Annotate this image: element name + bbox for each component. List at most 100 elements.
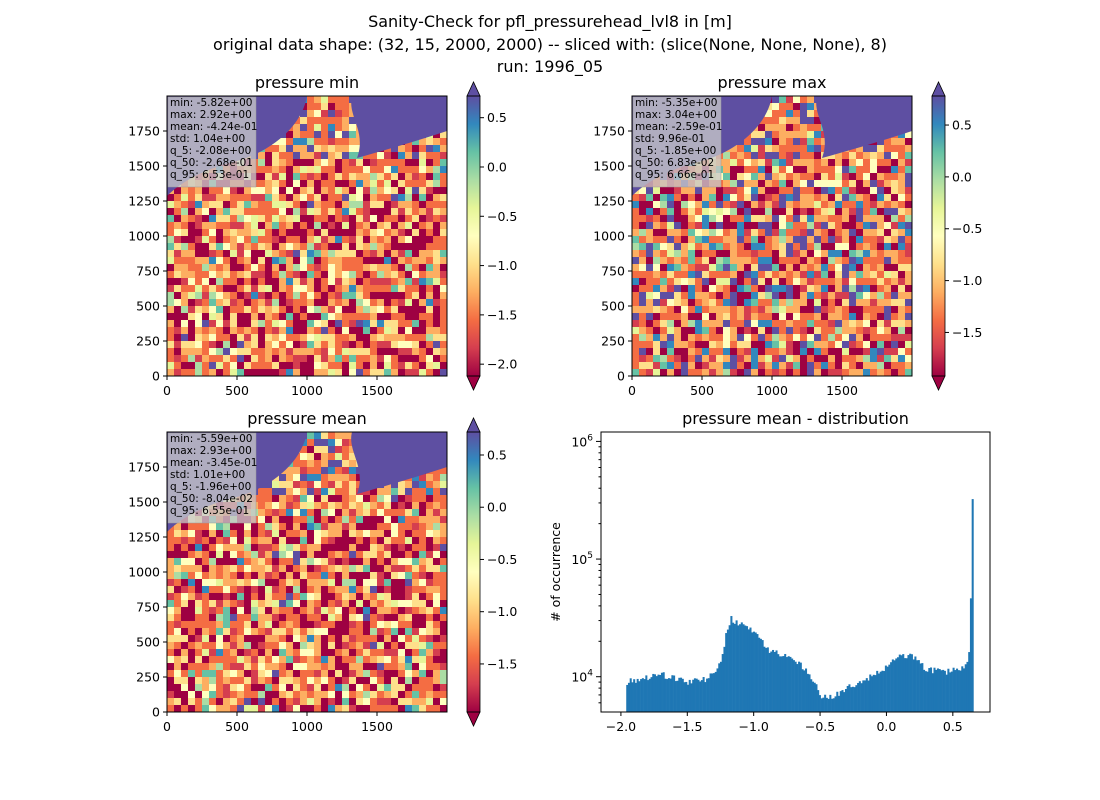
heatmap-cell — [786, 278, 793, 285]
heatmap-cell — [377, 292, 384, 299]
heatmap-cell — [321, 257, 328, 264]
heatmap-cell — [814, 250, 821, 257]
heatmap-cell — [884, 292, 891, 299]
heatmap-cell — [758, 250, 765, 257]
heatmap-cell — [723, 320, 730, 327]
heatmap-cell — [702, 271, 709, 278]
heatmap-cell — [800, 187, 807, 194]
heatmap-cell — [702, 292, 709, 299]
heatmap-cell — [349, 593, 356, 600]
heatmap-cell — [807, 348, 814, 355]
heatmap-cell — [398, 579, 405, 586]
heatmap-cell — [286, 278, 293, 285]
heatmap-cell — [639, 194, 646, 201]
heatmap-cell — [751, 250, 758, 257]
heatmap-cell — [814, 299, 821, 306]
heatmap-cell — [702, 320, 709, 327]
heatmap-cell — [342, 173, 349, 180]
heatmap-cell — [321, 229, 328, 236]
heatmap-cell — [821, 215, 828, 222]
heatmap-cell — [251, 320, 258, 327]
heatmap-cell — [314, 509, 321, 516]
heatmap-cell — [202, 236, 209, 243]
heatmap-cell — [237, 341, 244, 348]
heatmap-cell — [370, 327, 377, 334]
heatmap-cell — [223, 677, 230, 684]
heatmap-cell — [849, 355, 856, 362]
heatmap-cell — [188, 614, 195, 621]
heatmap-cell — [377, 593, 384, 600]
stats-line: std: 1.01e+00 — [170, 469, 245, 481]
heatmap-cell — [744, 299, 751, 306]
heatmap-cell — [377, 257, 384, 264]
heatmap-cell — [419, 635, 426, 642]
heatmap-cell — [863, 194, 870, 201]
heatmap-cell — [223, 558, 230, 565]
heatmap-cell — [307, 348, 314, 355]
heatmap-cell — [398, 306, 405, 313]
histogram-bar — [653, 674, 657, 712]
heatmap-cell — [786, 348, 793, 355]
heatmap-cell — [426, 474, 433, 481]
heatmap-cell — [188, 320, 195, 327]
heatmap-cell — [244, 348, 251, 355]
x-tick-label: 1500 — [826, 383, 858, 398]
heatmap-cell — [412, 656, 419, 663]
heatmap-cell — [216, 544, 223, 551]
heatmap-cell — [167, 677, 174, 684]
heatmap-cell — [300, 320, 307, 327]
heatmap-cell — [412, 663, 419, 670]
heatmap-cell — [216, 565, 223, 572]
heatmap-cell — [412, 138, 419, 145]
x-tick-label: 1500 — [361, 719, 393, 734]
heatmap-cell — [632, 313, 639, 320]
heatmap-cell — [793, 334, 800, 341]
heatmap-cell — [877, 327, 884, 334]
heatmap-cell — [905, 187, 912, 194]
heatmap-cell — [370, 642, 377, 649]
heatmap-cell — [870, 278, 877, 285]
sea-region — [351, 432, 447, 494]
heatmap-cell — [891, 355, 898, 362]
heatmap-cell — [216, 313, 223, 320]
heatmap-cell — [293, 600, 300, 607]
heatmap-cell — [412, 509, 419, 516]
heatmap-cell — [244, 523, 251, 530]
heatmap-cell — [202, 544, 209, 551]
heatmap-cell — [814, 124, 821, 131]
heatmap-cell — [793, 369, 800, 376]
heatmap-cell — [335, 173, 342, 180]
heatmap-cell — [300, 488, 307, 495]
y-tick-label: 1500 — [128, 495, 160, 510]
heatmap-cell — [391, 173, 398, 180]
heatmap-cell — [681, 299, 688, 306]
heatmap-cell — [293, 264, 300, 271]
heatmap-cell — [412, 236, 419, 243]
heatmap-cell — [244, 642, 251, 649]
heatmap-cell — [300, 607, 307, 614]
heatmap-cell — [723, 215, 730, 222]
heatmap-cell — [835, 159, 842, 166]
heatmap-cell — [419, 579, 426, 586]
heatmap-cell — [772, 124, 779, 131]
heatmap-cell — [230, 236, 237, 243]
heatmap-cell — [779, 173, 786, 180]
heatmap-cell — [709, 355, 716, 362]
heatmap-cell — [398, 530, 405, 537]
heatmap-cell — [884, 166, 891, 173]
heatmap-cell — [258, 544, 265, 551]
heatmap-cell — [195, 530, 202, 537]
heatmap-cell — [674, 278, 681, 285]
heatmap-cell — [779, 180, 786, 187]
heatmap-cell — [223, 285, 230, 292]
heatmap-cell — [321, 593, 328, 600]
heatmap-cell — [426, 362, 433, 369]
heatmap-cell — [251, 222, 258, 229]
heatmap-cell — [251, 236, 258, 243]
heatmap-cell — [370, 628, 377, 635]
heatmap-cell — [660, 194, 667, 201]
heatmap-cell — [321, 96, 328, 103]
stats-line: q_50: -8.04e-02 — [170, 493, 253, 505]
heatmap-cell — [223, 670, 230, 677]
heatmap-cell — [307, 166, 314, 173]
